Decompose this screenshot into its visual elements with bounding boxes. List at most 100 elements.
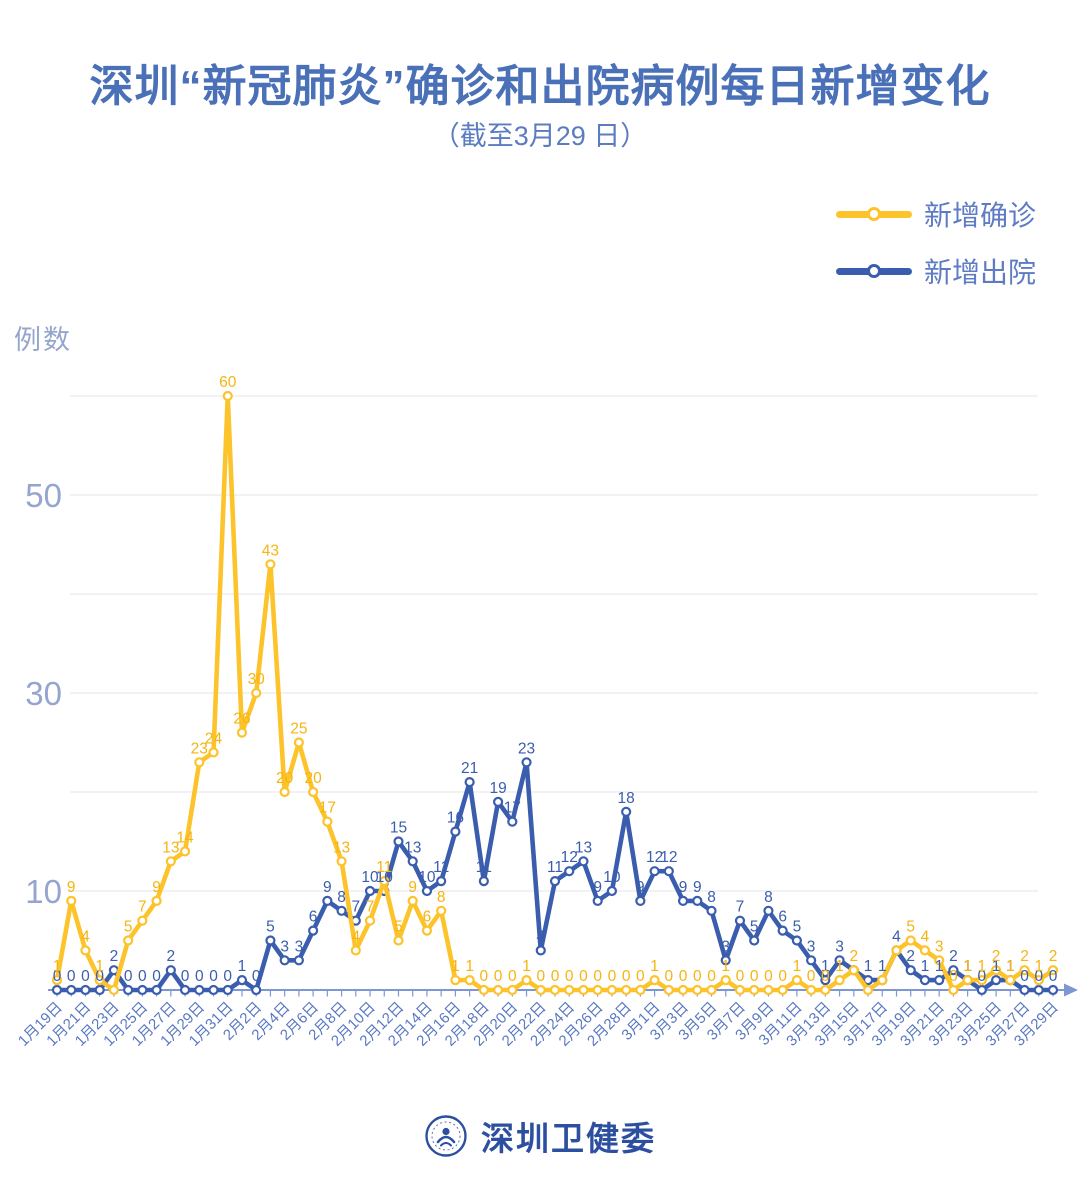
svg-text:6: 6	[778, 909, 787, 926]
svg-text:24: 24	[205, 730, 223, 747]
series-confirmed	[51, 390, 1059, 996]
svg-text:0: 0	[579, 968, 588, 985]
svg-text:3: 3	[280, 938, 289, 955]
svg-text:9: 9	[408, 879, 417, 896]
svg-text:0: 0	[81, 968, 90, 985]
svg-text:9: 9	[693, 879, 702, 896]
svg-text:0: 0	[138, 968, 147, 985]
marker-dot-icon	[866, 207, 881, 221]
marker-dot-icon	[866, 264, 881, 278]
svg-text:0: 0	[494, 968, 503, 985]
svg-text:1: 1	[1006, 958, 1015, 975]
y-axis-tick-labels: 10 30 50	[25, 477, 62, 910]
svg-text:9: 9	[679, 879, 688, 896]
svg-text:0: 0	[536, 968, 545, 985]
svg-text:9: 9	[152, 879, 161, 896]
svg-text:0: 0	[124, 968, 133, 985]
svg-text:12: 12	[660, 849, 677, 866]
footer: 深圳卫健委	[0, 1112, 1080, 1160]
svg-text:4: 4	[536, 928, 545, 945]
svg-text:1: 1	[963, 958, 972, 975]
svg-text:1: 1	[465, 958, 474, 975]
svg-text:0: 0	[152, 968, 161, 985]
svg-text:9: 9	[323, 879, 332, 896]
svg-text:11: 11	[547, 859, 563, 876]
svg-text:2: 2	[1049, 948, 1058, 965]
svg-text:1: 1	[835, 958, 844, 975]
svg-text:10: 10	[361, 869, 379, 886]
svg-text:10: 10	[603, 869, 621, 886]
svg-text:13: 13	[404, 839, 421, 856]
svg-text:26: 26	[233, 711, 250, 728]
svg-text:5: 5	[266, 919, 275, 936]
svg-text:30: 30	[25, 675, 62, 712]
svg-text:3: 3	[807, 938, 816, 955]
legend-item-discharged: 新增出院	[835, 251, 1036, 291]
svg-text:1: 1	[978, 958, 987, 975]
svg-text:0: 0	[95, 968, 104, 985]
svg-text:5: 5	[906, 919, 915, 936]
svg-text:4: 4	[892, 928, 901, 945]
svg-text:23: 23	[191, 740, 208, 757]
svg-text:13: 13	[162, 839, 179, 856]
svg-text:11: 11	[433, 859, 449, 876]
svg-text:1: 1	[921, 958, 930, 975]
svg-text:3: 3	[721, 938, 730, 955]
svg-text:8: 8	[707, 889, 716, 906]
svg-text:0: 0	[750, 968, 759, 985]
svg-text:0: 0	[53, 968, 62, 985]
svg-text:1: 1	[821, 958, 830, 975]
svg-text:0: 0	[736, 968, 745, 985]
svg-text:23: 23	[518, 740, 535, 757]
svg-text:0: 0	[978, 968, 987, 985]
svg-text:3: 3	[295, 938, 304, 955]
svg-text:1: 1	[864, 958, 873, 975]
svg-text:9: 9	[593, 879, 602, 896]
svg-text:1: 1	[1034, 958, 1043, 975]
discharged-line-swatch	[835, 264, 912, 278]
svg-text:0: 0	[181, 968, 190, 985]
svg-text:17: 17	[504, 800, 521, 817]
svg-text:5: 5	[394, 919, 403, 936]
svg-text:4: 4	[351, 928, 360, 945]
svg-text:0: 0	[764, 968, 773, 985]
svg-text:14: 14	[176, 829, 194, 846]
svg-text:30: 30	[248, 671, 266, 688]
chart-subtitle: （截至3月29 日）	[432, 121, 648, 151]
svg-text:0: 0	[195, 968, 204, 985]
svg-text:0: 0	[608, 968, 617, 985]
svg-text:13: 13	[575, 839, 592, 856]
svg-text:10: 10	[25, 873, 62, 910]
svg-text:19: 19	[489, 780, 506, 797]
svg-text:0: 0	[778, 968, 787, 985]
svg-text:0: 0	[565, 968, 574, 985]
svg-text:2: 2	[1020, 948, 1029, 965]
svg-text:16: 16	[447, 810, 464, 827]
svg-text:5: 5	[793, 919, 802, 936]
svg-text:1: 1	[992, 958, 1001, 975]
svg-text:4: 4	[921, 928, 930, 945]
svg-text:3: 3	[935, 938, 944, 955]
svg-text:5: 5	[750, 919, 759, 936]
shenzhen-health-commission-logo-icon	[425, 1115, 467, 1157]
y-axis-title: 例数	[14, 325, 72, 355]
value-labels: 1941579131423246026304320252017134711596…	[53, 374, 1058, 985]
svg-text:2: 2	[992, 948, 1001, 965]
svg-text:10: 10	[376, 869, 394, 886]
svg-text:1: 1	[1006, 958, 1015, 975]
svg-text:0: 0	[679, 968, 688, 985]
svg-text:10: 10	[418, 869, 436, 886]
svg-text:0: 0	[622, 968, 631, 985]
svg-text:0: 0	[821, 968, 830, 985]
svg-text:21: 21	[461, 760, 478, 777]
svg-text:20: 20	[276, 770, 294, 787]
svg-text:0: 0	[508, 968, 517, 985]
svg-text:0: 0	[67, 968, 76, 985]
svg-text:0: 0	[949, 968, 958, 985]
svg-text:1: 1	[238, 958, 247, 975]
svg-text:12: 12	[561, 849, 578, 866]
svg-text:7: 7	[736, 899, 745, 916]
svg-text:2: 2	[110, 948, 119, 965]
svg-text:1: 1	[95, 958, 104, 975]
